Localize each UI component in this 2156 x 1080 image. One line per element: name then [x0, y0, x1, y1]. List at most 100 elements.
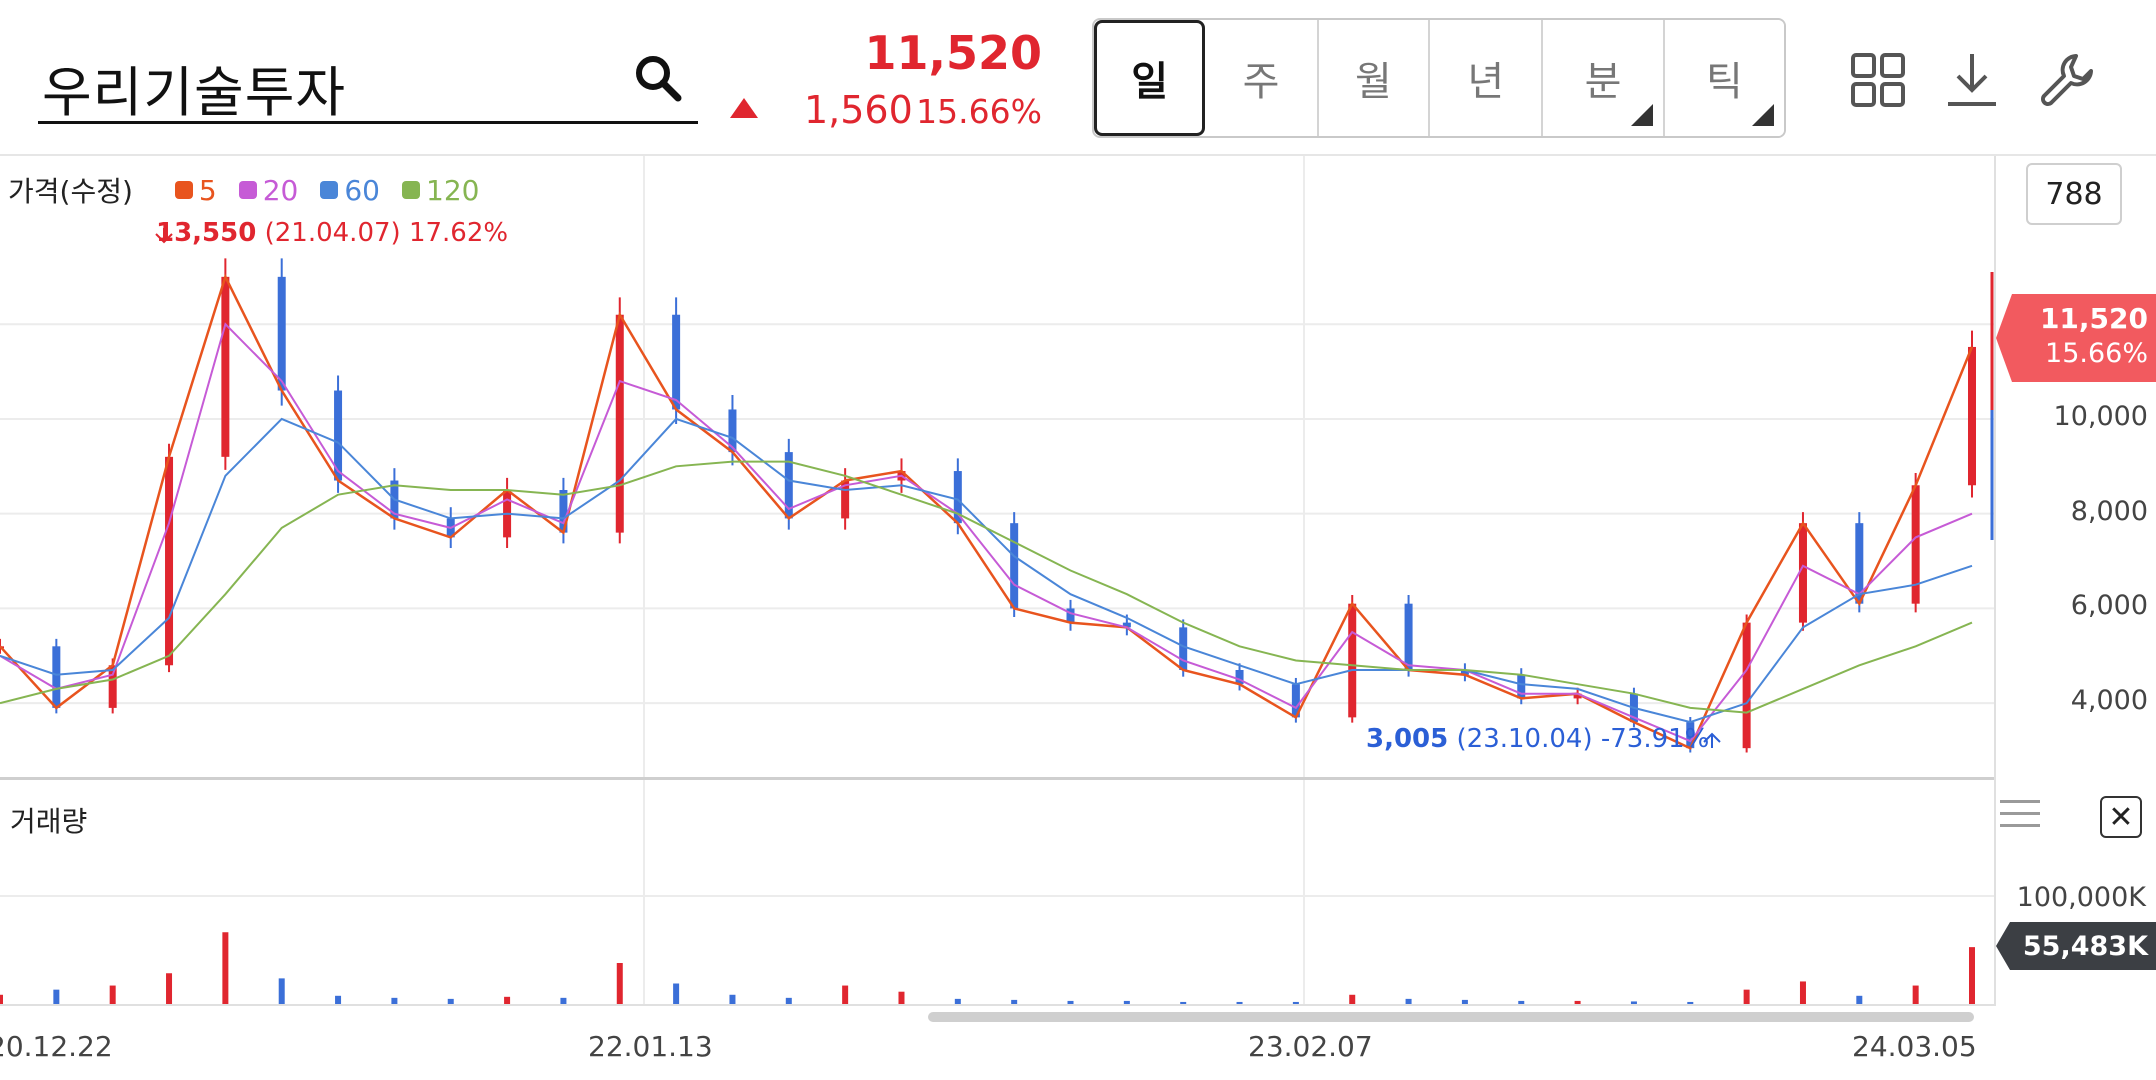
candle-body	[108, 665, 117, 708]
close-volume-button[interactable]: ✕	[2100, 796, 2142, 838]
ma-line-5	[0, 273, 1974, 750]
legend-swatch	[174, 181, 193, 199]
wrench-icon[interactable]	[2036, 50, 2096, 110]
candle-body	[1066, 608, 1075, 623]
chart-legend: 가격(수정) 5 20 60 120	[8, 172, 501, 209]
submenu-corner-icon	[1630, 104, 1653, 126]
candle-body	[841, 480, 850, 519]
candle-body	[1122, 622, 1131, 628]
low-marker-icon	[1703, 732, 1721, 748]
candle-body	[615, 314, 624, 533]
volume-bar	[616, 963, 623, 1004]
legend-swatch	[402, 181, 420, 199]
candle-body	[1460, 670, 1469, 675]
high-price-rate: 17.62%	[408, 218, 509, 248]
candle-body	[1686, 722, 1695, 749]
high-price-value: 13,550	[156, 218, 257, 248]
y-axis-tick: 10,000	[2053, 400, 2148, 432]
volume-bar	[1799, 981, 1806, 1004]
volume-bar	[1180, 1001, 1187, 1004]
x-axis-tick: 24.03.05	[1852, 1030, 1977, 1063]
low-price-rate: -73.91%	[1600, 724, 1710, 754]
volume-bar	[1236, 1001, 1243, 1004]
search-icon[interactable]	[632, 52, 684, 104]
volume-bar	[954, 998, 961, 1004]
volume-axis-tick: 100,000K	[2016, 882, 2146, 913]
volume-bar	[785, 997, 792, 1004]
period-button-4[interactable]: 분	[1543, 20, 1665, 136]
ma-line-120	[0, 460, 1973, 714]
stock-name[interactable]: 우리기술투자	[42, 61, 347, 124]
y-axis-tick: 4,000	[2070, 685, 2148, 717]
candle-body	[1404, 603, 1413, 670]
menu-icon[interactable]	[2000, 800, 2040, 832]
volume-bar	[1630, 1001, 1637, 1004]
volume-bar	[560, 997, 567, 1004]
candle-body	[672, 314, 681, 410]
candle-body	[1010, 523, 1019, 609]
volume-bar	[278, 978, 285, 1004]
candle-body	[1855, 523, 1864, 604]
volume-bar	[1574, 1000, 1581, 1004]
ma-line-20	[0, 322, 1973, 743]
x-axis-tick: 23.02.07	[1248, 1030, 1373, 1063]
candle-body	[52, 646, 61, 708]
volume-title: 거래량	[10, 805, 88, 838]
candle-body	[953, 471, 962, 524]
chart-scrollbar[interactable]	[928, 1012, 1974, 1022]
volume-bar	[391, 997, 398, 1004]
period-button-5[interactable]: 틱	[1664, 20, 1784, 136]
ma-line-60	[0, 417, 1973, 724]
stock-search-box[interactable]: 우리기술투자	[38, 30, 698, 124]
volume-bar	[1856, 995, 1863, 1004]
low-price-label: 3,005 (23.10.04) -73.91%	[1366, 724, 1709, 754]
axis-divider	[1994, 156, 1996, 1006]
download-icon[interactable]	[1942, 50, 2002, 110]
legend-swatch	[238, 181, 257, 199]
grid-layout-icon[interactable]	[1848, 50, 1908, 110]
volume-bar	[0, 994, 3, 1004]
candle-body	[1911, 485, 1920, 604]
legend-label: 120	[426, 173, 480, 207]
legend-item-ma-0[interactable]: 5	[174, 174, 217, 207]
legend-item-ma-3[interactable]: 120	[402, 174, 479, 207]
y-axis-tick: 8,000	[2070, 495, 2148, 527]
x-axis-tick: 22.01.13	[588, 1030, 713, 1063]
volume-bar	[222, 932, 229, 1004]
x-axis-tick: 20.12.22	[0, 1030, 113, 1063]
volume-bar	[166, 973, 173, 1004]
candle-body	[277, 276, 286, 391]
price-chart[interactable]	[0, 154, 2156, 1080]
volume-bar	[1969, 947, 1975, 1004]
period-button-1[interactable]: 주	[1205, 20, 1319, 136]
price-change-rate: 15.66%	[916, 92, 1042, 131]
current-price: 11,520	[864, 26, 1042, 80]
legend-item-ma-2[interactable]: 60	[320, 174, 380, 207]
panel-divider[interactable]	[0, 777, 1994, 780]
legend-title: 가격(수정)	[8, 175, 133, 208]
volume-bar	[53, 989, 60, 1004]
period-button-0[interactable]: 일	[1094, 20, 1206, 136]
candle-body	[1968, 346, 1976, 486]
volume-bar	[109, 985, 116, 1004]
submenu-corner-icon	[1752, 104, 1775, 126]
legend-label: 60	[344, 173, 380, 207]
volume-bar	[1123, 1000, 1130, 1004]
period-button-3[interactable]: 년	[1430, 20, 1544, 136]
volume-bar	[898, 991, 905, 1004]
volume-bar	[729, 994, 736, 1004]
volume-bar	[1461, 999, 1468, 1004]
volume-bar	[1687, 1001, 1694, 1004]
legend-item-ma-1[interactable]: 20	[238, 174, 298, 207]
volume-bar	[1518, 1000, 1525, 1004]
legend-swatch	[320, 181, 339, 199]
volume-bar	[673, 983, 680, 1004]
low-price-date: (23.10.04)	[1456, 724, 1593, 754]
candle-body	[165, 456, 174, 666]
candle-body	[1798, 523, 1807, 623]
volume-bar	[1349, 994, 1356, 1004]
period-button-2[interactable]: 월	[1318, 20, 1431, 136]
candle-count-badge[interactable]: 788	[2026, 163, 2122, 225]
candle-body	[1742, 622, 1751, 749]
volume-bar	[1011, 999, 1018, 1004]
